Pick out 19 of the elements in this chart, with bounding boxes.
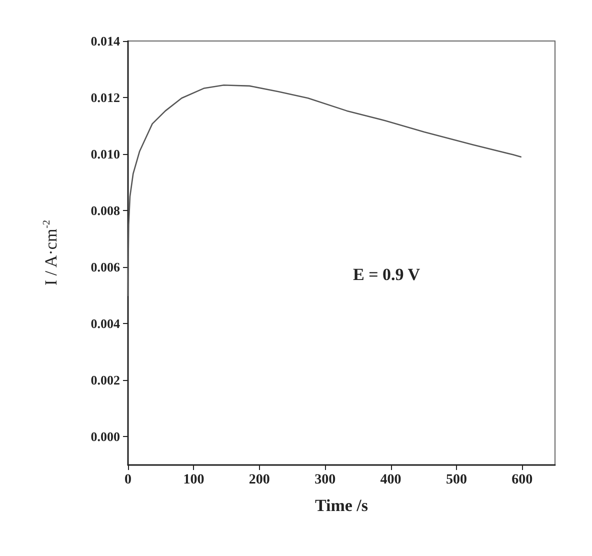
y-tick-label: 0.008: [90, 203, 120, 218]
y-tick-label: 0.012: [90, 90, 120, 106]
y-tick-label: 0.006: [90, 260, 120, 275]
x-tick-label: 0: [124, 472, 132, 488]
y-axis-title: I / A·cm-2: [42, 220, 60, 286]
y-tick-label: 0.004: [90, 316, 120, 332]
y-tick-label: 0.000: [90, 429, 120, 444]
y-tick-label: 0.010: [90, 146, 120, 162]
x-tick-label: 200: [248, 472, 270, 488]
x-tick-label: 500: [446, 472, 467, 488]
line-series: [127, 84, 522, 296]
y-tick-label: 0.002: [90, 372, 120, 388]
x-tick-label: 600: [512, 472, 533, 488]
x-tick-label: 100: [183, 472, 204, 488]
x-axis-title: Time /s: [314, 496, 368, 515]
x-tick-label: 400: [380, 472, 402, 488]
annotation: E = 0.9 V: [353, 265, 421, 284]
x-tick-label: 300: [314, 472, 336, 488]
y-tick-label: 0.014: [90, 34, 120, 48]
